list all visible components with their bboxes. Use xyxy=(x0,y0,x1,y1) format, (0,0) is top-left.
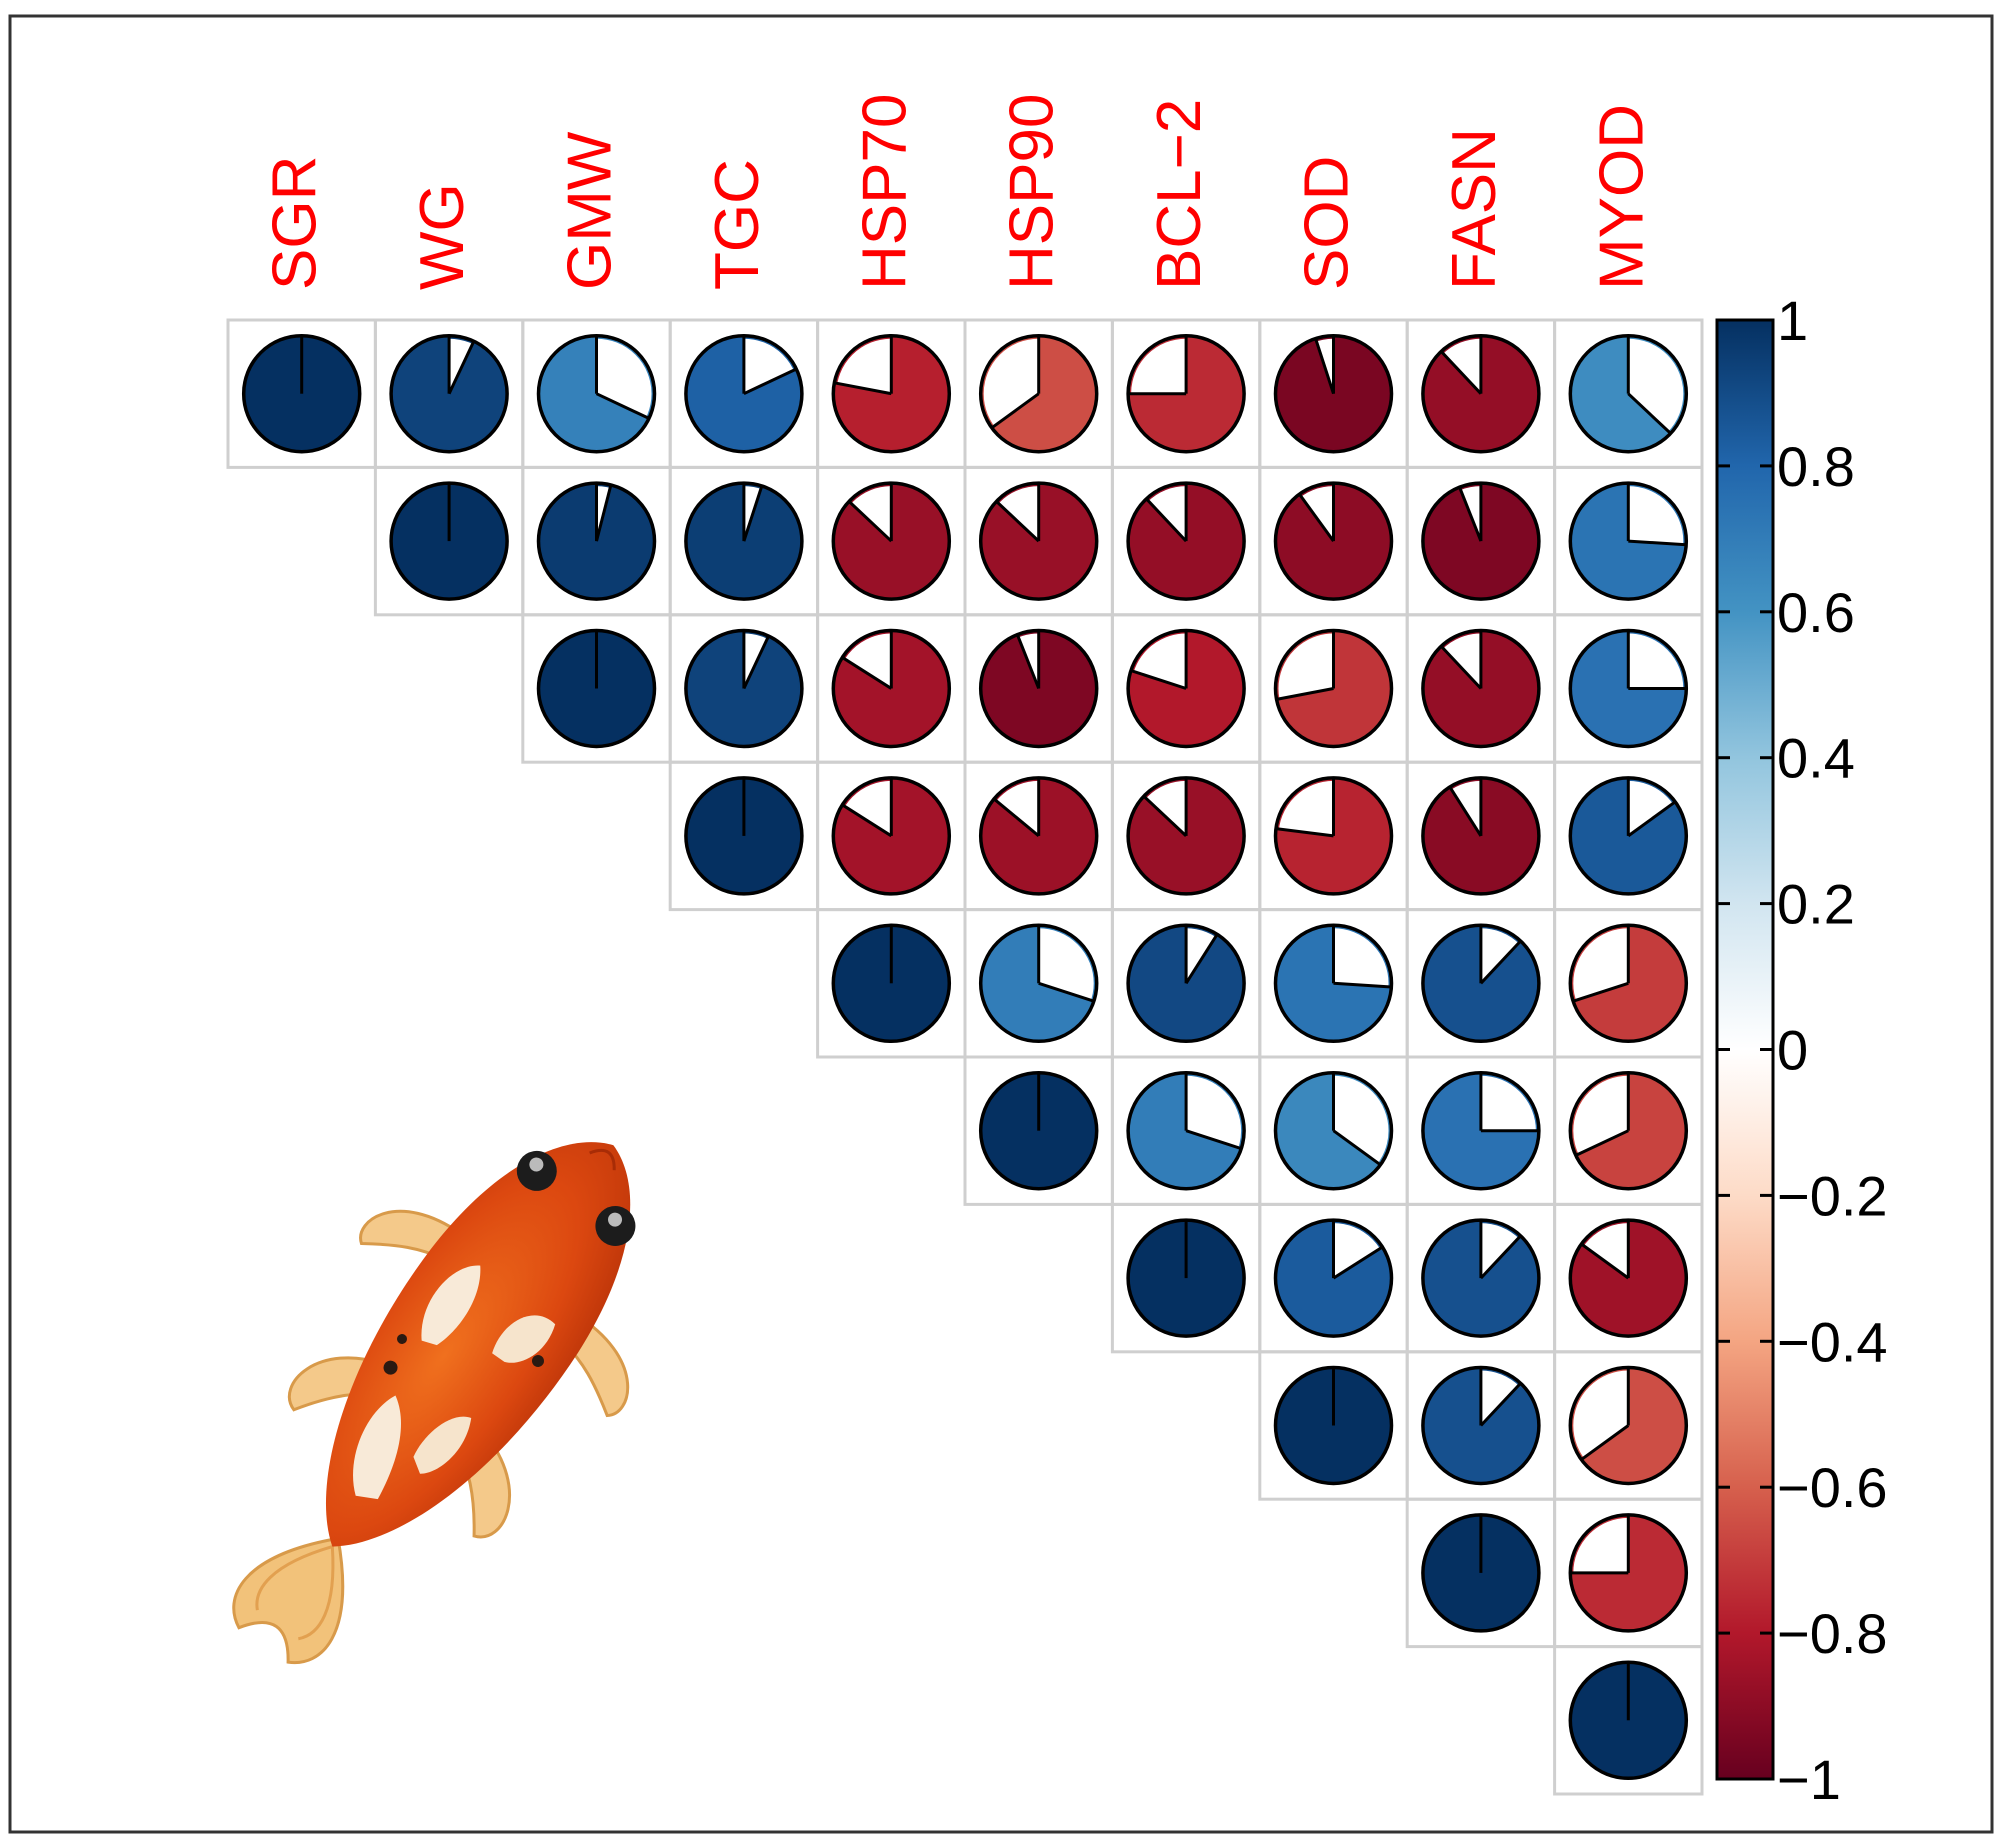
correlation-pie xyxy=(1568,1070,1689,1191)
correlation-pie xyxy=(684,628,804,749)
variable-label: SOD xyxy=(1293,156,1362,290)
correlation-pie xyxy=(1273,1218,1394,1338)
correlation-pie xyxy=(978,481,1099,601)
correlation-pie xyxy=(1421,333,1541,454)
correlation-pie xyxy=(1126,333,1246,454)
correlation-grid xyxy=(226,318,1704,1796)
correlation-pie xyxy=(978,628,1099,749)
correlation-pie xyxy=(1568,776,1689,896)
correlation-pie xyxy=(1126,481,1246,601)
correlation-pie xyxy=(1421,923,1541,1044)
correlation-pie xyxy=(1126,776,1246,896)
correlation-pie xyxy=(684,333,804,454)
correlation-pie xyxy=(1568,1365,1689,1486)
colorbar-tick-label: 0.4 xyxy=(1777,727,1855,790)
correlation-pie xyxy=(1568,923,1689,1044)
correlation-pie xyxy=(831,333,952,454)
colorbar-tick-label: −0.4 xyxy=(1777,1310,1888,1373)
correlation-pie xyxy=(1421,481,1541,601)
correlation-pie xyxy=(536,628,657,749)
correlation-pie xyxy=(1421,776,1541,896)
correlation-pie xyxy=(1126,1070,1246,1191)
correlation-pie xyxy=(1421,1513,1541,1633)
variable-label: MYOD xyxy=(1587,104,1656,290)
colorbar-tick-label: 0.2 xyxy=(1777,873,1855,936)
correlation-pie xyxy=(831,481,952,601)
variable-label: HSP90 xyxy=(998,94,1067,290)
colorbar-tick-label: 0.6 xyxy=(1777,581,1855,644)
correlation-pie xyxy=(1421,1365,1541,1486)
correlation-pie xyxy=(1273,1365,1394,1486)
correlation-pie xyxy=(536,481,657,601)
correlation-pie xyxy=(684,481,804,601)
colorbar-tick-label: −0.8 xyxy=(1777,1602,1888,1665)
variable-labels: SGR WG GMW TGC HSP70 HSP90 BCL−2 SOD FASN MYOD xyxy=(261,94,1657,290)
colorbar: 1 0.8 0.6 0.4 0.2 0 −0.2 −0.4 −0.6 −0.8 −1 xyxy=(1715,289,1888,1811)
correlation-pie xyxy=(1273,776,1394,896)
colorbar-tick-label: 0 xyxy=(1777,1019,1808,1082)
variable-label: FASN xyxy=(1440,128,1509,290)
correlation-pie xyxy=(978,923,1099,1044)
correlation-pie xyxy=(1273,628,1394,749)
correlation-pie xyxy=(1126,923,1246,1044)
correlation-pie xyxy=(1421,1218,1541,1338)
correlation-pie xyxy=(1273,1070,1394,1191)
correlation-pie xyxy=(1421,1070,1541,1191)
correlation-pie xyxy=(831,923,952,1044)
correlation-pie xyxy=(978,333,1099,454)
correlation-pie xyxy=(978,1070,1099,1191)
correlation-pie xyxy=(978,776,1099,896)
variable-label: HSP70 xyxy=(850,94,919,290)
variable-label: WG xyxy=(408,183,477,290)
koi-fish-icon xyxy=(232,1142,636,1665)
correlation-pies xyxy=(241,333,1689,1781)
correlation-pie xyxy=(831,776,952,896)
colorbar-tick-label: 1 xyxy=(1777,289,1808,352)
variable-label: SGR xyxy=(261,156,330,290)
correlation-pie xyxy=(389,481,509,601)
correlation-pie xyxy=(1273,481,1394,601)
correlation-pie xyxy=(1273,333,1394,454)
correlation-pie xyxy=(1568,1513,1689,1633)
correlation-pie xyxy=(1568,333,1689,454)
variable-label: GMW xyxy=(556,131,625,290)
correlation-pie xyxy=(831,628,952,749)
correlation-pie xyxy=(1568,1218,1689,1338)
correlation-pie xyxy=(1568,628,1689,749)
correlation-pie xyxy=(1568,1660,1689,1781)
correlation-pie xyxy=(1273,923,1394,1044)
grid-cell xyxy=(1553,1645,1704,1796)
correlation-pie xyxy=(1568,481,1689,601)
variable-label: BCL−2 xyxy=(1145,99,1214,290)
correlation-pie xyxy=(1421,628,1541,749)
colorbar-tick-label: 0.8 xyxy=(1777,435,1855,498)
correlation-pie xyxy=(1126,1218,1246,1338)
colorbar-tick-label: −0.6 xyxy=(1777,1456,1888,1519)
colorbar-tick-label: −1 xyxy=(1777,1748,1841,1811)
colorbar-tick-label: −0.2 xyxy=(1777,1164,1888,1227)
correlation-pie xyxy=(684,776,804,896)
correlation-pie xyxy=(241,333,362,454)
correlation-pie xyxy=(389,333,509,454)
correlation-pie xyxy=(536,333,657,454)
correlation-pie xyxy=(1126,628,1246,749)
variable-label: TGC xyxy=(703,159,772,290)
